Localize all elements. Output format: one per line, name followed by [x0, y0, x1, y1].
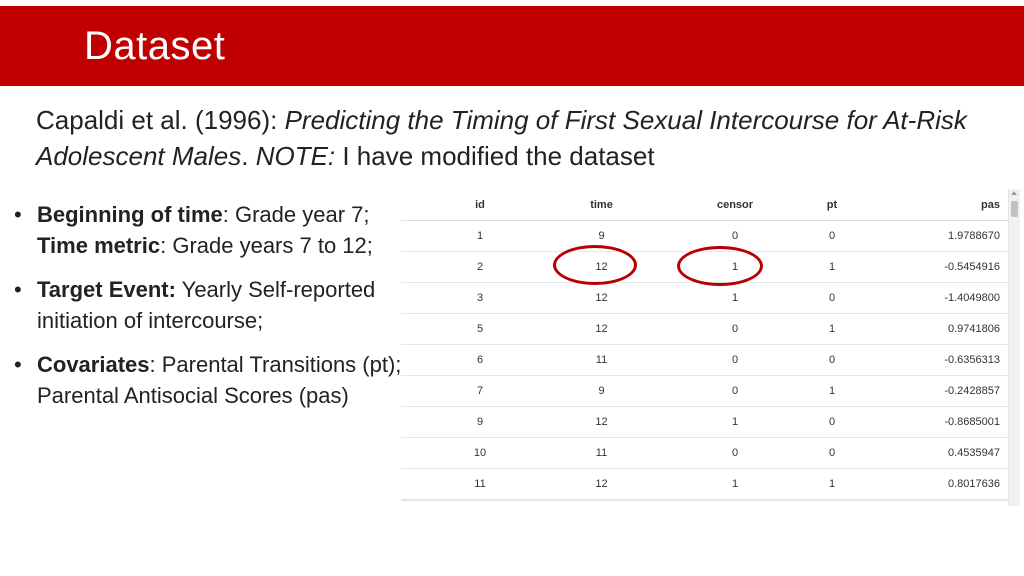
cell-time: 12 — [559, 282, 644, 314]
bullet-icon: • — [14, 277, 22, 302]
table-row: 5 12 0 1 0.9741806 — [401, 313, 1008, 345]
bullet-icon: • — [14, 352, 22, 377]
cell-time: 12 — [559, 313, 644, 345]
column-header-time[interactable]: time — [559, 189, 644, 221]
cell-censor: 1 — [644, 468, 826, 500]
bullet-text: : Grade year 7; — [222, 202, 370, 227]
cell-time: 12 — [559, 468, 644, 500]
cell-censor: 0 — [644, 375, 826, 407]
citation-note-text: I have modified the dataset — [335, 141, 655, 171]
slide-title: Dataset — [84, 24, 226, 68]
table-row: 11 12 1 1 0.8017636 — [401, 468, 1008, 500]
table-row: 10 11 0 0 0.4535947 — [401, 437, 1008, 469]
cell-pas: 0.9741806 — [838, 313, 1008, 345]
cell-id: 5 — [401, 313, 559, 345]
cell-pt: 1 — [826, 375, 838, 407]
cell-id: 6 — [401, 344, 559, 376]
table-row: 7 9 0 1 -0.2428857 — [401, 375, 1008, 407]
bullet-icon: • — [14, 202, 22, 227]
cell-censor: 1 — [644, 406, 826, 438]
cell-id: 1 — [401, 220, 559, 252]
citation-authors: Capaldi et al. (1996): — [36, 105, 285, 135]
cell-pt: 1 — [826, 313, 838, 345]
citation-paper-title: Predicting the Timing of First Sexual In… — [36, 105, 967, 171]
bullet-label: Covariates — [37, 352, 150, 377]
column-header-id[interactable]: id — [401, 189, 559, 221]
cell-pas: -0.8685001 — [838, 406, 1008, 438]
title-bar: Dataset — [0, 6, 1024, 86]
cell-pt: 0 — [826, 344, 838, 376]
bullet-label: Target Event: — [37, 277, 176, 302]
bullet-item: • Covariates: Parental Transitions (pt);… — [12, 350, 404, 411]
cell-id: 10 — [401, 437, 559, 469]
cell-censor: 0 — [644, 437, 826, 469]
highlight-circle-censor — [677, 246, 763, 286]
cell-pas: 0.8017636 — [838, 468, 1008, 500]
cell-id: 11 — [401, 468, 559, 500]
cell-pt: 0 — [826, 437, 838, 469]
cell-id: 9 — [401, 406, 559, 438]
table-row: 6 11 0 0 -0.6356313 — [401, 344, 1008, 376]
cell-pt: 0 — [826, 220, 838, 252]
cell-pt: 0 — [826, 282, 838, 314]
table-row: 9 12 1 0 -0.8685001 — [401, 406, 1008, 438]
cell-pt: 1 — [826, 251, 838, 283]
bullet-item: • Beginning of time: Grade year 7; Time … — [12, 200, 404, 261]
cell-censor: 0 — [644, 344, 826, 376]
table-header-row: id time censor pt pas — [401, 189, 1008, 221]
cell-pas: -0.2428857 — [838, 375, 1008, 407]
scroll-up-arrow-icon[interactable] — [1011, 191, 1017, 195]
bullet-text: : Parental Transitions (pt); Parental An… — [37, 352, 402, 408]
cell-pas: 1.9788670 — [838, 220, 1008, 252]
cell-time: 11 — [559, 344, 644, 376]
cell-pt: 1 — [826, 468, 838, 500]
bullet-text: Yearly Self-reported initiation of inter… — [37, 277, 376, 333]
bullet-label: Beginning of time — [37, 202, 223, 227]
cell-id: 7 — [401, 375, 559, 407]
table-scrollbar[interactable] — [1008, 189, 1020, 506]
column-header-censor[interactable]: censor — [644, 189, 826, 221]
column-header-pas[interactable]: pas — [838, 189, 1008, 221]
cell-pas: 0.4535947 — [838, 437, 1008, 469]
cell-pt: 0 — [826, 406, 838, 438]
data-table: id time censor pt pas 1 9 0 0 1.9788670 2 12 1… — [401, 189, 1008, 500]
table-row: 3 12 1 0 -1.4049800 — [401, 282, 1008, 314]
data-table-viewer[interactable]: id time censor pt pas 1 9 0 0 1.9788670 2 12 1… — [401, 189, 1019, 501]
cell-time: 11 — [559, 437, 644, 469]
bullet-text: : Grade years 7 to 12; — [160, 232, 373, 258]
highlight-circle-time — [553, 245, 637, 285]
scroll-thumb[interactable] — [1011, 201, 1018, 217]
bullet-list: • Beginning of time: Grade year 7; Time … — [12, 200, 404, 425]
citation: Capaldi et al. (1996): Predicting the Ti… — [36, 102, 996, 174]
citation-separator: . — [241, 141, 256, 171]
cell-censor: 0 — [644, 313, 826, 345]
bullet-label: Time metric — [37, 232, 161, 258]
bullet-item: • Target Event: Yearly Self-reported ini… — [12, 275, 404, 336]
cell-id: 2 — [401, 251, 559, 283]
column-header-pt[interactable]: pt — [826, 189, 838, 221]
cell-censor: 1 — [644, 282, 826, 314]
citation-note-label: NOTE: — [255, 141, 336, 171]
cell-id: 3 — [401, 282, 559, 314]
cell-time: 12 — [559, 406, 644, 438]
cell-time: 9 — [559, 375, 644, 407]
cell-pas: -1.4049800 — [838, 282, 1008, 314]
cell-pas: -0.5454916 — [838, 251, 1008, 283]
table-bottom-divider — [401, 500, 1008, 501]
cell-pas: -0.6356313 — [838, 344, 1008, 376]
